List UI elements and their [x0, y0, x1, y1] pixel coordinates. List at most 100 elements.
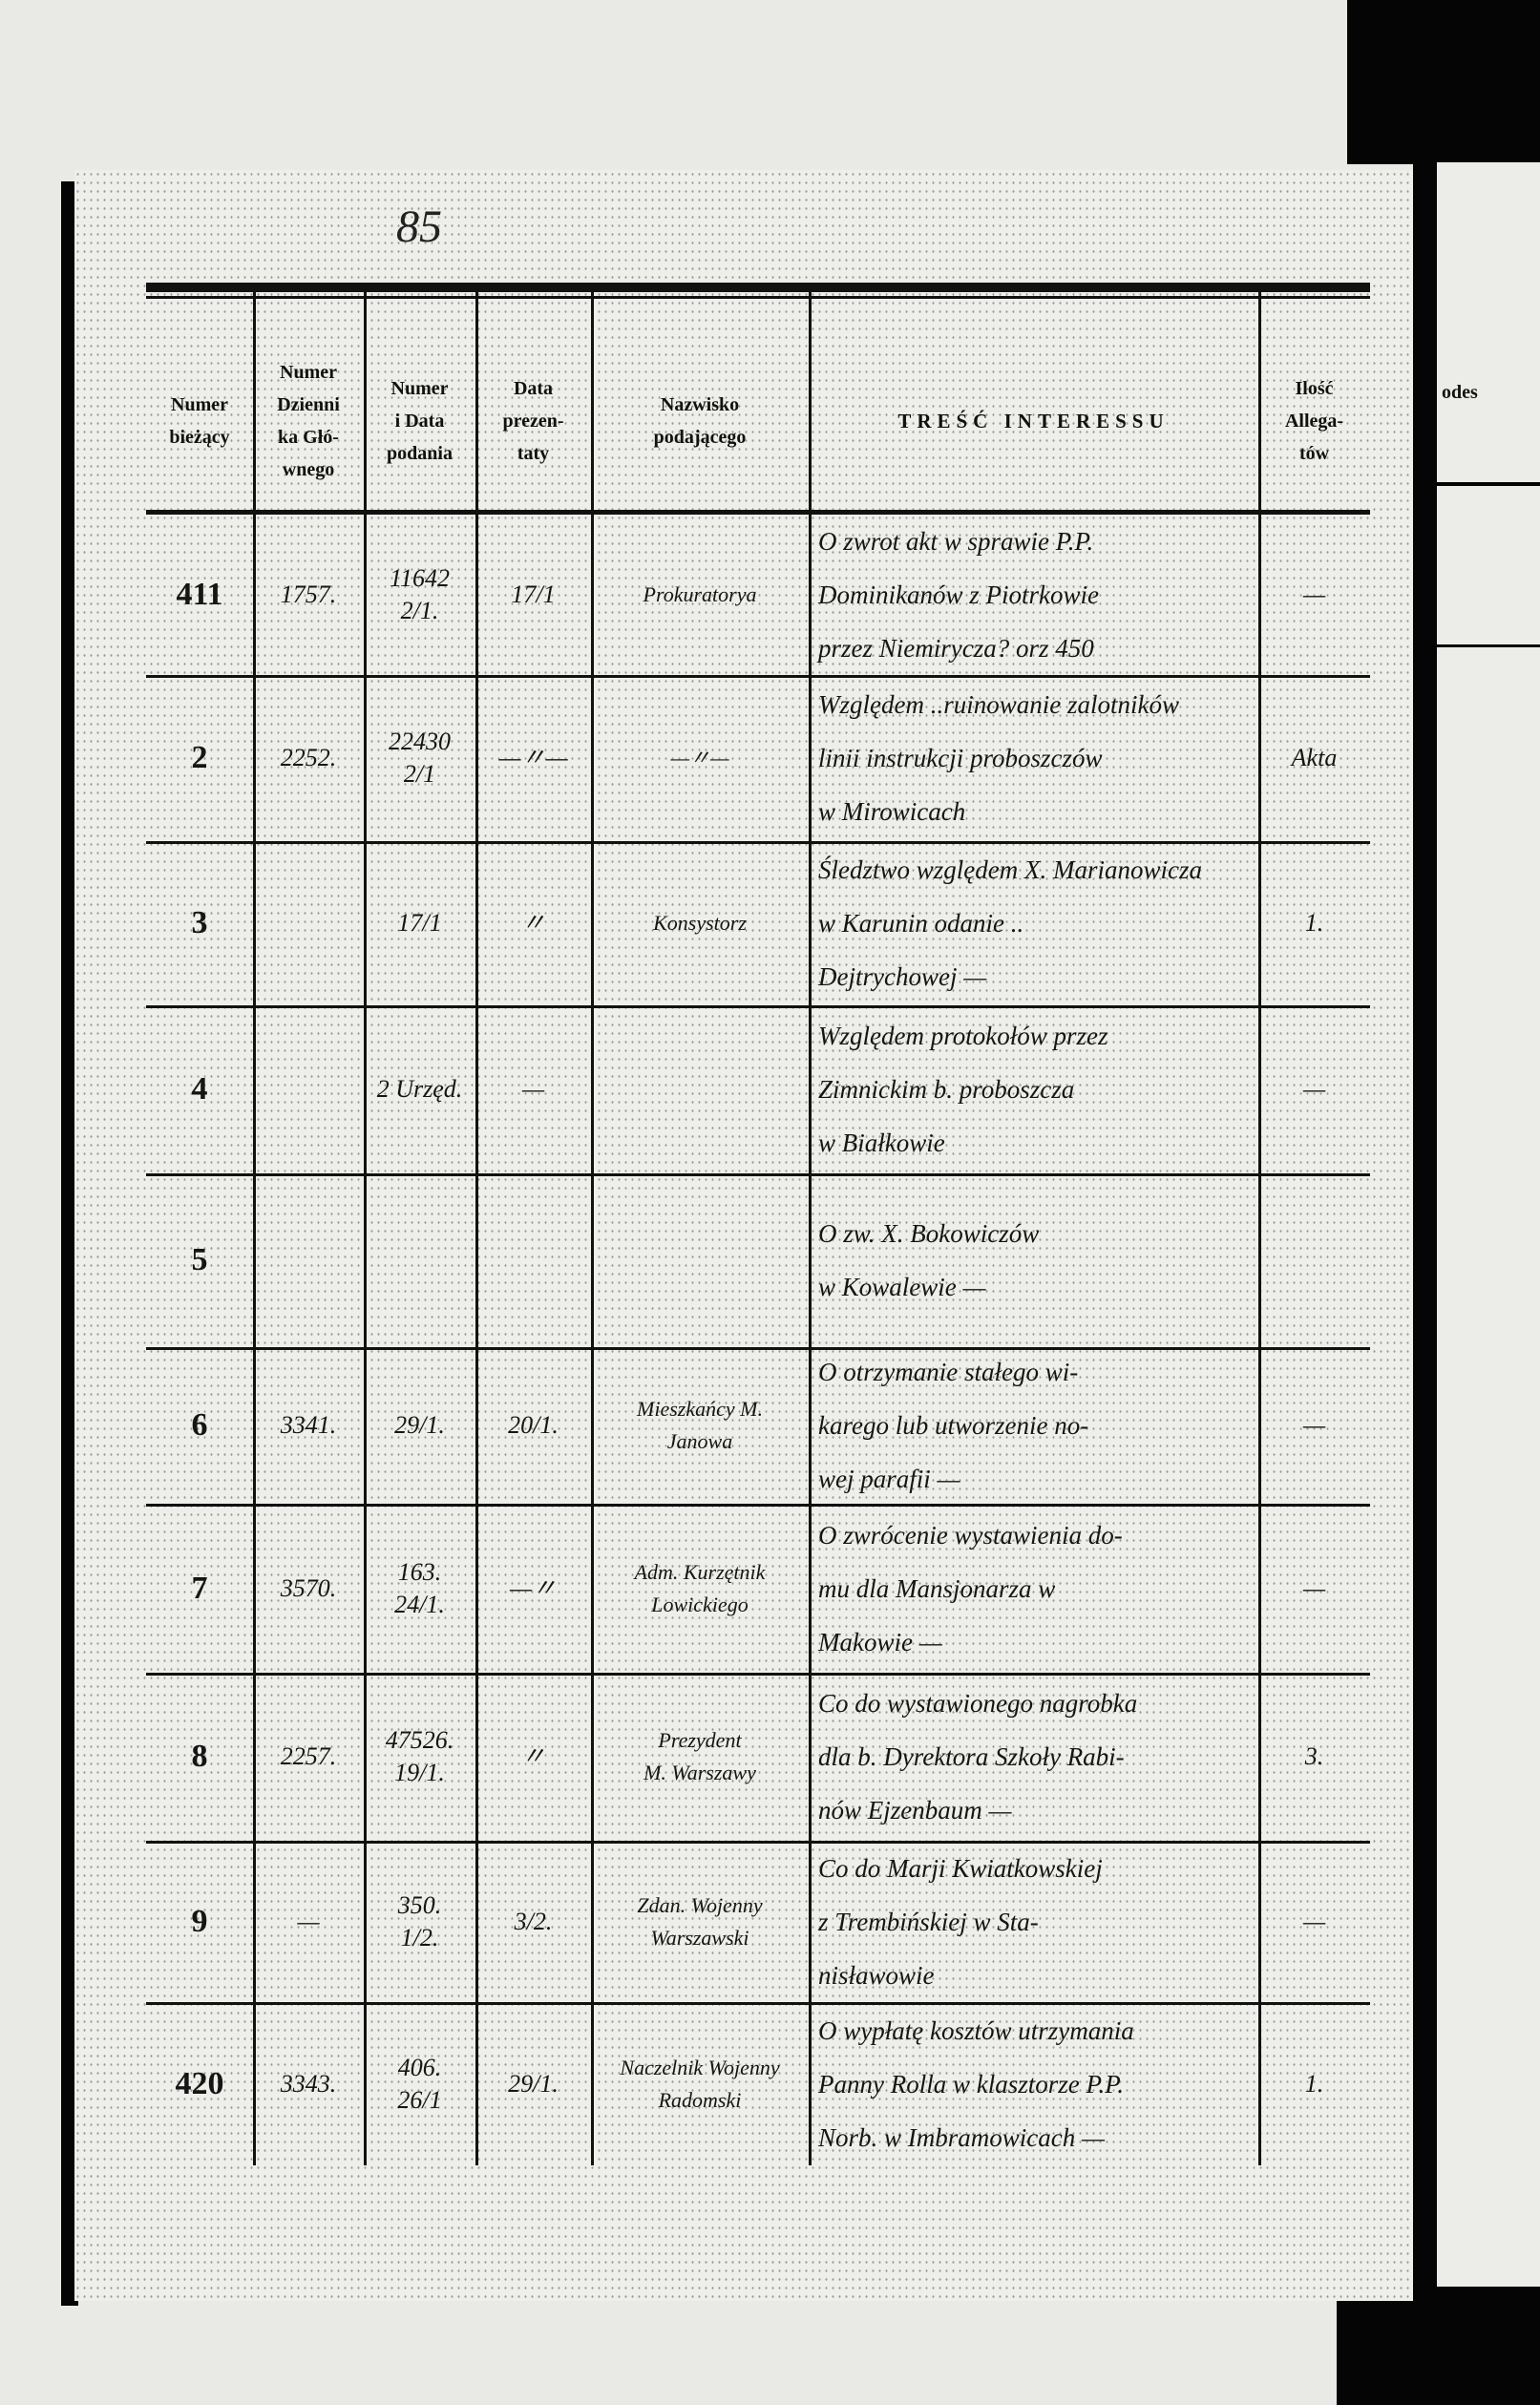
- cell-numer-i-data-podania: 163. 24/1.: [394, 1557, 445, 1618]
- table-row: 6 3341. 29/1. 20/1. Mieszkańcy M. Janowa O ot…: [146, 1347, 1370, 1504]
- cell-numer-biezacy: 7: [191, 1570, 208, 1606]
- cell-numer-biezacy: 3: [191, 905, 208, 940]
- column-divider: [809, 290, 812, 2165]
- table-row: 2 2252. 22430 2/1 —〃— —〃— Względem ..ruinowan…: [146, 675, 1370, 841]
- column-divider: [253, 290, 256, 2165]
- row-rule: [146, 841, 1370, 844]
- cell-nazwisko-podajacego: Prezydent M. Warszawy: [643, 1728, 756, 1784]
- column-divider: [1258, 290, 1261, 2165]
- cell-numer-i-data-podania: 350. 1/2.: [397, 1890, 442, 1951]
- row-rule: [146, 1173, 1370, 1176]
- cell-nazwisko-podajacego: Konsystorz: [653, 911, 747, 935]
- header-data-prezentaty: Data prezen- taty: [502, 378, 564, 464]
- column-divider: [475, 290, 478, 2165]
- row-rule: [146, 1005, 1370, 1008]
- header-numer-i-data-podania: Numer i Data podania: [387, 378, 453, 464]
- cell-ilosc-allegatow: [1258, 1173, 1370, 1347]
- cell-numer-biezacy: 4: [191, 1071, 208, 1107]
- cell-nazwisko-podajacego: [591, 1005, 809, 1173]
- cell-nazwisko-podajacego: —〃—: [670, 746, 729, 770]
- cell-tresc-interessu: O otrzymanie stałego wi- karego lub utwo…: [818, 1358, 1089, 1493]
- cell-tresc-interessu: Co do wystawionego nagrobka dla b. Dyrek…: [818, 1689, 1138, 1825]
- cell-numer-biezacy: 8: [191, 1739, 208, 1774]
- register-table: Numer bieżący Numer Dzienni ka Głó- wnego…: [146, 283, 1370, 2165]
- header-ilosc-allegatow: Ilość Allega- tów: [1284, 378, 1344, 464]
- adjacent-page: odes: [1437, 162, 1540, 2287]
- row-rule: [146, 2002, 1370, 2005]
- cell-tresc-interessu: O zw. X. Bokowiczów w Kowalewie —: [818, 1219, 1040, 1301]
- adjacent-page-header: odes: [1442, 382, 1478, 403]
- table-row: 420 3343. 406. 26/1 29/1. Naczelnik Wojenny …: [146, 2002, 1370, 2165]
- row-rule: [146, 1841, 1370, 1844]
- header-numer-biezacy: Numer bieżący: [169, 394, 230, 448]
- cell-numer-i-data-podania: 22430 2/1: [389, 728, 451, 788]
- cell-tresc-interessu: O wypłatę kosztów utrzymania Panny Rolla…: [818, 2015, 1134, 2152]
- column-divider: [591, 290, 594, 2165]
- cell-numer-i-data-podania: 17/1: [397, 909, 442, 937]
- cell-nazwisko-podajacego: Zdan. Wojenny Warszawski: [637, 1892, 763, 1950]
- cell-nazwisko-podajacego: Mieszkańcy M. Janowa: [637, 1397, 763, 1453]
- cell-ilosc-allegatow: —: [1302, 1907, 1326, 1935]
- folio-number: 85: [396, 201, 442, 252]
- table-row: 9 — 350. 1/2. 3/2. Zdan. Wojenny Warszawski C…: [146, 1841, 1370, 2002]
- row-rule: [146, 675, 1370, 678]
- cell-numer-biezacy: 6: [191, 1407, 208, 1443]
- cell-nazwisko-podajacego: Adm. Kurzętnik Lowickiego: [634, 1559, 766, 1616]
- cell-numer-biezacy: 9: [191, 1903, 208, 1939]
- cell-data-prezentaty: 〃: [520, 909, 546, 937]
- cell-numer-biezacy: 5: [191, 1242, 208, 1277]
- cell-data-prezentaty: 3/2.: [514, 1907, 553, 1935]
- cell-data-prezentaty: 〃: [520, 1742, 546, 1770]
- cell-tresc-interessu: O zwrot akt w sprawie P.P. Dominikanów z…: [818, 526, 1099, 663]
- register-page: [74, 170, 1413, 2301]
- cell-ilosc-allegatow: —: [1302, 1573, 1326, 1602]
- row-rule: [146, 1504, 1370, 1507]
- cell-tresc-interessu: Względem ..ruinowanie zalotników linii i…: [818, 690, 1179, 826]
- cell-numer-biezacy: 2: [191, 740, 208, 775]
- cell-numer-dziennika: 1757.: [280, 580, 337, 608]
- scan-border-left: [61, 181, 78, 2306]
- cell-tresc-interessu: O zwrócenie wystawienia do- mu dla Mansj…: [818, 1520, 1123, 1656]
- cell-data-prezentaty: [475, 1173, 591, 1347]
- scan-border-top-right: [1347, 0, 1540, 164]
- cell-ilosc-allegatow: Akta: [1291, 744, 1338, 771]
- cell-numer-dziennika: [253, 1173, 364, 1347]
- header-tresc-interessu: TREŚĆ INTERESSU: [897, 410, 1170, 432]
- scan-border-gutter: [1413, 164, 1437, 2312]
- cell-data-prezentaty: —: [521, 1075, 545, 1103]
- cell-numer-i-data-podania: [364, 1173, 475, 1347]
- cell-numer-dziennika: 3570.: [280, 1573, 337, 1602]
- cell-data-prezentaty: —〃: [509, 1573, 558, 1602]
- cell-numer-i-data-podania: 29/1.: [394, 1411, 445, 1439]
- cell-data-prezentaty: 17/1: [511, 580, 556, 608]
- cell-numer-dziennika: 2252.: [280, 744, 337, 771]
- cell-nazwisko-podajacego: Prokuratorya: [643, 581, 757, 606]
- cell-numer-biezacy: 411: [176, 576, 223, 612]
- cell-numer-dziennika: [253, 1005, 364, 1173]
- cell-nazwisko-podajacego: [591, 1173, 809, 1347]
- cell-nazwisko-podajacego: Naczelnik Wojenny Radomski: [620, 2055, 780, 2112]
- cell-ilosc-allegatow: —: [1302, 1075, 1326, 1103]
- cell-ilosc-allegatow: 3.: [1304, 1742, 1324, 1770]
- header-bottom-rule: [146, 510, 1370, 515]
- cell-tresc-interessu: Względem protokołów przez Zimnickim b. p…: [818, 1022, 1108, 1157]
- table-row: 5 O zw. X. Bokowiczów w Kowalewie —: [146, 1173, 1370, 1347]
- cell-tresc-interessu: Śledztwo względem X. Marianowicza w Karu…: [818, 855, 1202, 991]
- cell-numer-i-data-podania: 47526. 19/1.: [385, 1726, 454, 1786]
- cell-numer-dziennika: [253, 841, 364, 1005]
- header-top-rule: [146, 283, 1370, 292]
- cell-numer-dziennika: 2257.: [280, 1742, 337, 1770]
- cell-data-prezentaty: —〃—: [498, 744, 568, 771]
- cell-numer-biezacy: 420: [175, 2065, 224, 2101]
- scan-border-bottom-right: [1337, 2287, 1540, 2405]
- row-rule: [146, 1347, 1370, 1350]
- table-row: 3 17/1 〃 Konsystorz Śledztwo względem X. Mar…: [146, 841, 1370, 1005]
- table-row: 7 3570. 163. 24/1. —〃 Adm. Kurzętnik Lowicki…: [146, 1504, 1370, 1673]
- cell-data-prezentaty: 29/1.: [508, 2069, 559, 2098]
- cell-ilosc-allegatow: 1.: [1304, 2069, 1324, 2098]
- cell-numer-dziennika: 3343.: [280, 2069, 337, 2098]
- cell-data-prezentaty: 20/1.: [508, 1411, 559, 1439]
- cell-ilosc-allegatow: —: [1302, 580, 1326, 608]
- cell-numer-dziennika: —: [297, 1907, 320, 1935]
- column-divider: [364, 290, 367, 2165]
